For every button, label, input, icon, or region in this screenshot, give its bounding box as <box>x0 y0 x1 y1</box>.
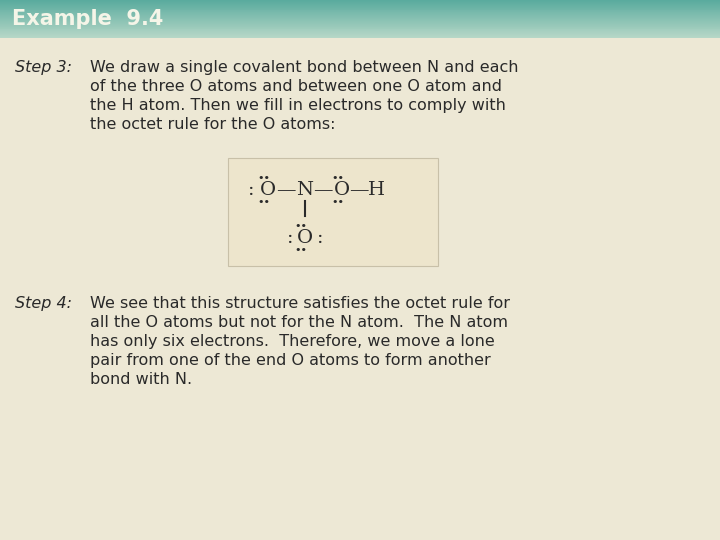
Text: O: O <box>260 181 276 199</box>
Bar <box>0 23 720 24</box>
Text: ••: •• <box>258 197 271 207</box>
Bar <box>0 12 720 14</box>
Text: the H atom. Then we fill in electrons to comply with: the H atom. Then we fill in electrons to… <box>90 98 506 113</box>
Text: —: — <box>276 181 296 199</box>
Bar <box>0 35 720 36</box>
Bar <box>0 30 720 31</box>
Bar <box>0 22 720 23</box>
Bar <box>0 24 720 25</box>
Bar <box>0 11 720 12</box>
Bar <box>0 0 720 1</box>
Text: We see that this structure satisfies the octet rule for: We see that this structure satisfies the… <box>90 296 510 311</box>
Text: Step 3:: Step 3: <box>15 60 72 75</box>
Text: O: O <box>334 181 350 199</box>
Text: We draw a single covalent bond between N and each: We draw a single covalent bond between N… <box>90 60 518 75</box>
Bar <box>0 3 720 4</box>
Text: O: O <box>297 229 313 247</box>
Text: all the O atoms but not for the N atom.  The N atom: all the O atoms but not for the N atom. … <box>90 315 508 330</box>
Bar <box>0 21 720 22</box>
Text: ••: •• <box>294 221 307 231</box>
Text: has only six electrons.  Therefore, we move a lone: has only six electrons. Therefore, we mo… <box>90 334 495 349</box>
Bar <box>0 6 720 8</box>
Bar <box>0 29 720 30</box>
Bar <box>0 31 720 32</box>
Text: bond with N.: bond with N. <box>90 372 192 387</box>
Bar <box>0 34 720 35</box>
Text: of the three O atoms and between one O atom and: of the three O atoms and between one O a… <box>90 79 502 94</box>
Bar <box>0 17 720 18</box>
Text: Step 4:: Step 4: <box>15 296 72 311</box>
Bar <box>0 8 720 9</box>
Text: ••: •• <box>258 173 271 183</box>
Bar <box>0 18 720 19</box>
Text: ••: •• <box>331 197 344 207</box>
Text: ••: •• <box>331 173 344 183</box>
Text: —: — <box>313 181 333 199</box>
Text: Example  9.4: Example 9.4 <box>12 9 163 29</box>
Bar <box>0 33 720 34</box>
Bar <box>0 9 720 10</box>
Bar <box>0 2 720 3</box>
Bar <box>0 5 720 6</box>
Bar <box>0 36 720 37</box>
Bar <box>0 25 720 26</box>
Bar <box>0 20 720 21</box>
Text: pair from one of the end O atoms to form another: pair from one of the end O atoms to form… <box>90 353 491 368</box>
Bar <box>0 28 720 29</box>
Bar <box>0 19 720 20</box>
Bar <box>0 16 720 17</box>
Bar <box>0 10 720 11</box>
Bar <box>0 1 720 2</box>
Text: N: N <box>297 181 313 199</box>
Text: :: : <box>248 181 254 199</box>
Text: the octet rule for the O atoms:: the octet rule for the O atoms: <box>90 117 336 132</box>
Text: :: : <box>317 229 323 247</box>
Bar <box>0 32 720 33</box>
Text: H: H <box>367 181 384 199</box>
Bar <box>0 14 720 15</box>
Text: :: : <box>287 229 293 247</box>
Text: —: — <box>349 181 369 199</box>
Text: ••: •• <box>294 245 307 255</box>
Bar <box>228 158 438 266</box>
Bar <box>0 37 720 38</box>
Bar <box>0 15 720 16</box>
Bar <box>0 4 720 5</box>
Bar <box>0 26 720 28</box>
